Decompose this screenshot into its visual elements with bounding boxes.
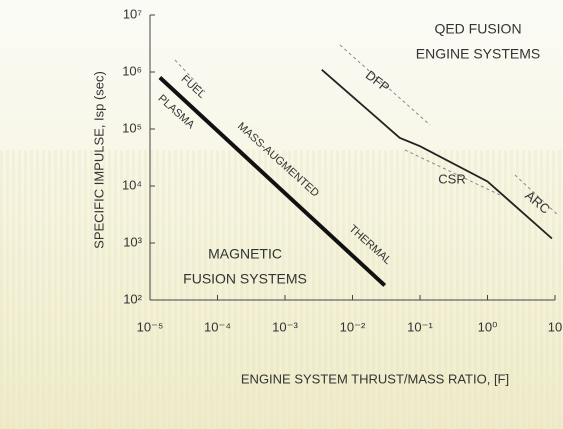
background-stripes (0, 150, 563, 429)
y-tick-label: 10⁷ (123, 6, 142, 21)
x-tick-label: 10⁻⁵ (137, 319, 164, 334)
annotation: MAGNETIC (208, 246, 282, 262)
x-tick-label: 10⁻² (340, 319, 366, 334)
annotation: QED FUSION (434, 21, 521, 37)
y-axis-label: SPECIFIC IMPULSE, Isp (sec) (91, 71, 106, 249)
segment-brackets (174, 44, 559, 216)
annotation: CSR (438, 171, 465, 186)
y-tick-label: 10² (123, 291, 142, 306)
x-tick-label: 10⁰ (478, 319, 498, 334)
annotation: DFP (363, 67, 393, 95)
annotation: FUSION SYSTEMS (183, 271, 307, 287)
x-tick-label: 10⁻⁴ (204, 319, 231, 334)
series-line (158, 76, 387, 287)
annotation: ENGINE SYSTEMS (416, 46, 540, 62)
y-tick-label: 10⁶ (122, 63, 142, 78)
y-tick-label: 10³ (123, 234, 142, 249)
y-tick-label: 10⁴ (122, 177, 142, 192)
x-axis-label: ENGINE SYSTEM THRUST/MASS RATIO, [F] (241, 371, 509, 386)
y-tick-label: 10⁵ (122, 120, 142, 135)
series-line (321, 68, 553, 240)
x-tick-label: 10⁻³ (272, 319, 298, 334)
annotation: PLASMA (155, 93, 197, 132)
x-tick-label: 10⁻¹ (407, 319, 433, 334)
x-tick-label: 10 (548, 319, 562, 334)
